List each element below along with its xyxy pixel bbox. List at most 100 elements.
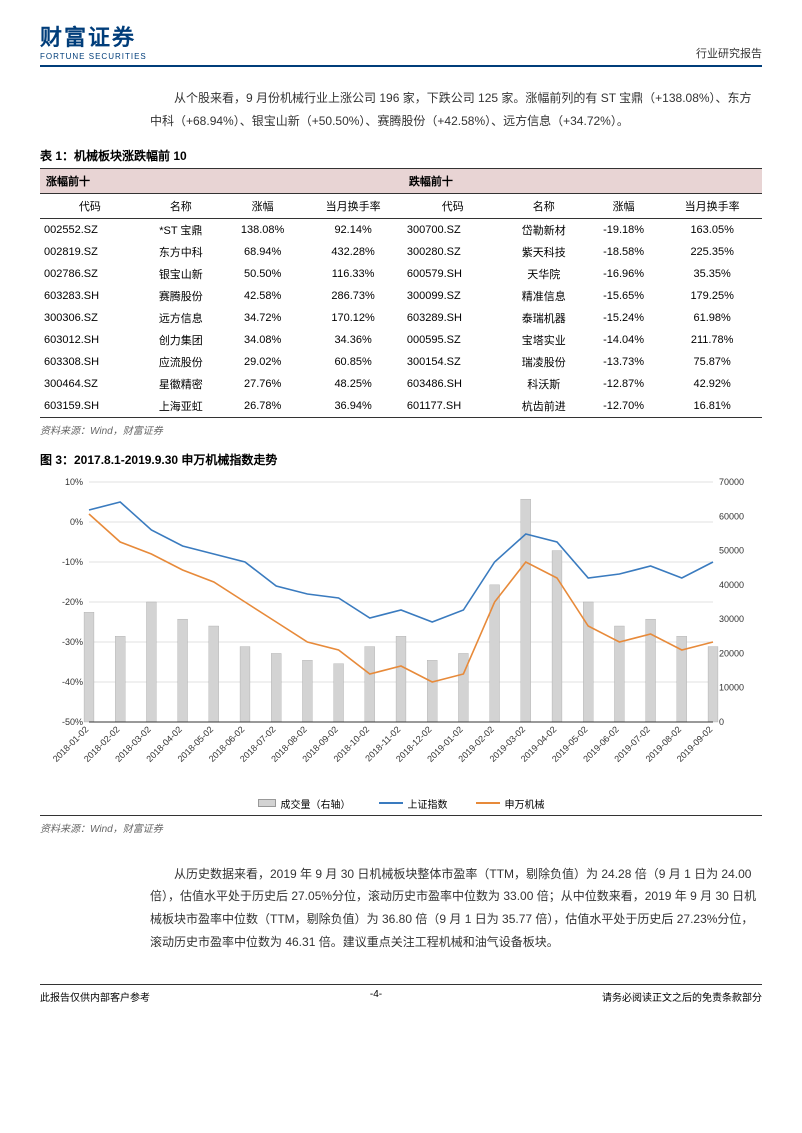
table-cell: 瑞凌股份	[503, 351, 585, 373]
column-header: 代码	[403, 193, 503, 218]
table-cell: 34.08%	[222, 329, 303, 351]
svg-text:-40%: -40%	[62, 677, 83, 687]
table-cell: 211.78%	[662, 329, 762, 351]
page-footer: 此报告仅供内部客户参考 -4- 请务必阅读正文之后的免责条款部分	[40, 984, 762, 1004]
doc-type: 行业研究报告	[696, 45, 762, 61]
table-cell: 60.85%	[303, 351, 403, 373]
table-cell: 精准信息	[503, 285, 585, 307]
column-header: 当月换手率	[303, 193, 403, 218]
svg-text:30000: 30000	[719, 614, 744, 624]
table-cell: 岱勒新材	[503, 218, 585, 241]
table-cell: -14.04%	[585, 329, 662, 351]
table-cell: 上海亚虹	[140, 395, 222, 418]
table-cell: 603012.SH	[40, 329, 140, 351]
logo-en: FORTUNE SECURITIES	[40, 52, 147, 61]
table-cell: 163.05%	[662, 218, 762, 241]
column-header: 名称	[140, 193, 222, 218]
table-cell: -19.18%	[585, 218, 662, 241]
footer-right: 请务必阅读正文之后的免责条款部分	[602, 989, 762, 1004]
table-cell: 29.02%	[222, 351, 303, 373]
table-cell: -12.87%	[585, 373, 662, 395]
table-cell: 48.25%	[303, 373, 403, 395]
table-row: 002552.SZ*ST 宝鼎138.08%92.14%300700.SZ岱勒新…	[40, 218, 762, 241]
table-cell: 002552.SZ	[40, 218, 140, 241]
table-cell: 603159.SH	[40, 395, 140, 418]
legend-shenwan-label: 申万机械	[505, 796, 545, 811]
table-cell: 92.14%	[303, 218, 403, 241]
table-cell: 000595.SZ	[403, 329, 503, 351]
group-left: 涨幅前十	[40, 168, 403, 193]
svg-text:40000: 40000	[719, 579, 744, 589]
logo-cn: 财富证券	[40, 20, 147, 52]
table-cell: 26.78%	[222, 395, 303, 418]
table-cell: 603308.SH	[40, 351, 140, 373]
table-cell: 赛腾股份	[140, 285, 222, 307]
legend-shanghai: 上证指数	[379, 796, 448, 811]
table-cell: 138.08%	[222, 218, 303, 241]
svg-text:10000: 10000	[719, 682, 744, 692]
column-header: 涨幅	[222, 193, 303, 218]
line-swatch-icon	[476, 802, 500, 804]
svg-text:50000: 50000	[719, 545, 744, 555]
table-row: 002786.SZ银宝山新50.50%116.33%600579.SH天华院-1…	[40, 263, 762, 285]
table-cell: 35.35%	[662, 263, 762, 285]
table-cell: 42.92%	[662, 373, 762, 395]
chart-title: 图 3：2017.8.1-2019.9.30 申万机械指数走势	[40, 451, 762, 468]
table-cell: 75.87%	[662, 351, 762, 373]
top10-table: 涨幅前十 跌幅前十 代码名称涨幅当月换手率代码名称涨幅当月换手率 002552.…	[40, 168, 762, 418]
table-cell: 603283.SH	[40, 285, 140, 307]
table-cell: 68.94%	[222, 241, 303, 263]
svg-text:60000: 60000	[719, 511, 744, 521]
table-cell: 601177.SH	[403, 395, 503, 418]
svg-text:0%: 0%	[70, 517, 83, 527]
table-cell: 杭齿前进	[503, 395, 585, 418]
table-cell: 科沃斯	[503, 373, 585, 395]
legend-shenwan: 申万机械	[476, 796, 545, 811]
table-cell: 286.73%	[303, 285, 403, 307]
table-cell: 002786.SZ	[40, 263, 140, 285]
table-cell: -16.96%	[585, 263, 662, 285]
chart-container: -50%-40%-30%-20%-10%0%10%010000200003000…	[40, 472, 762, 816]
table-cell: 002819.SZ	[40, 241, 140, 263]
table-cell: 34.72%	[222, 307, 303, 329]
table-cell: 远方信息	[140, 307, 222, 329]
table-cell: 61.98%	[662, 307, 762, 329]
table-cell: 27.76%	[222, 373, 303, 395]
table-cell: 紫天科技	[503, 241, 585, 263]
table-cell: -15.24%	[585, 307, 662, 329]
logo: 财富证券 FORTUNE SECURITIES	[40, 20, 147, 61]
analysis-paragraph: 从历史数据来看，2019 年 9 月 30 日机械板块整体市盈率（TTM，剔除负…	[40, 863, 762, 954]
page-header: 财富证券 FORTUNE SECURITIES 行业研究报告	[40, 20, 762, 67]
group-right: 跌幅前十	[403, 168, 762, 193]
line-chart: -50%-40%-30%-20%-10%0%10%010000200003000…	[40, 472, 762, 792]
chart-legend: 成交量（右轴） 上证指数 申万机械	[40, 796, 762, 811]
table-cell: 300280.SZ	[403, 241, 503, 263]
table-cell: 300154.SZ	[403, 351, 503, 373]
table-cell: 星徽精密	[140, 373, 222, 395]
table-row: 603308.SH应流股份29.02%60.85%300154.SZ瑞凌股份-1…	[40, 351, 762, 373]
table-cell: -13.73%	[585, 351, 662, 373]
footer-left: 此报告仅供内部客户参考	[40, 989, 150, 1004]
column-header: 涨幅	[585, 193, 662, 218]
table-cell: 432.28%	[303, 241, 403, 263]
svg-text:-20%: -20%	[62, 597, 83, 607]
legend-shanghai-label: 上证指数	[408, 796, 448, 811]
table-cell: 创力集团	[140, 329, 222, 351]
svg-text:70000: 70000	[719, 477, 744, 487]
footer-center: -4-	[370, 989, 382, 1004]
table-row: 300464.SZ星徽精密27.76%48.25%603486.SH科沃斯-12…	[40, 373, 762, 395]
table-title: 表 1：机械板块涨跌幅前 10	[40, 147, 762, 164]
table-row: 002819.SZ东方中科68.94%432.28%300280.SZ紫天科技-…	[40, 241, 762, 263]
table-cell: 应流股份	[140, 351, 222, 373]
table-cell: 600579.SH	[403, 263, 503, 285]
table-cell: -15.65%	[585, 285, 662, 307]
column-header: 名称	[503, 193, 585, 218]
svg-text:10%: 10%	[65, 477, 83, 487]
table-row: 300306.SZ远方信息34.72%170.12%603289.SH泰瑞机器-…	[40, 307, 762, 329]
table-row: 603159.SH上海亚虹26.78%36.94%601177.SH杭齿前进-1…	[40, 395, 762, 418]
table-cell: -12.70%	[585, 395, 662, 418]
table-cell: 50.50%	[222, 263, 303, 285]
table-row: 603283.SH赛腾股份42.58%286.73%300099.SZ精准信息-…	[40, 285, 762, 307]
svg-text:-30%: -30%	[62, 637, 83, 647]
table-cell: 603486.SH	[403, 373, 503, 395]
